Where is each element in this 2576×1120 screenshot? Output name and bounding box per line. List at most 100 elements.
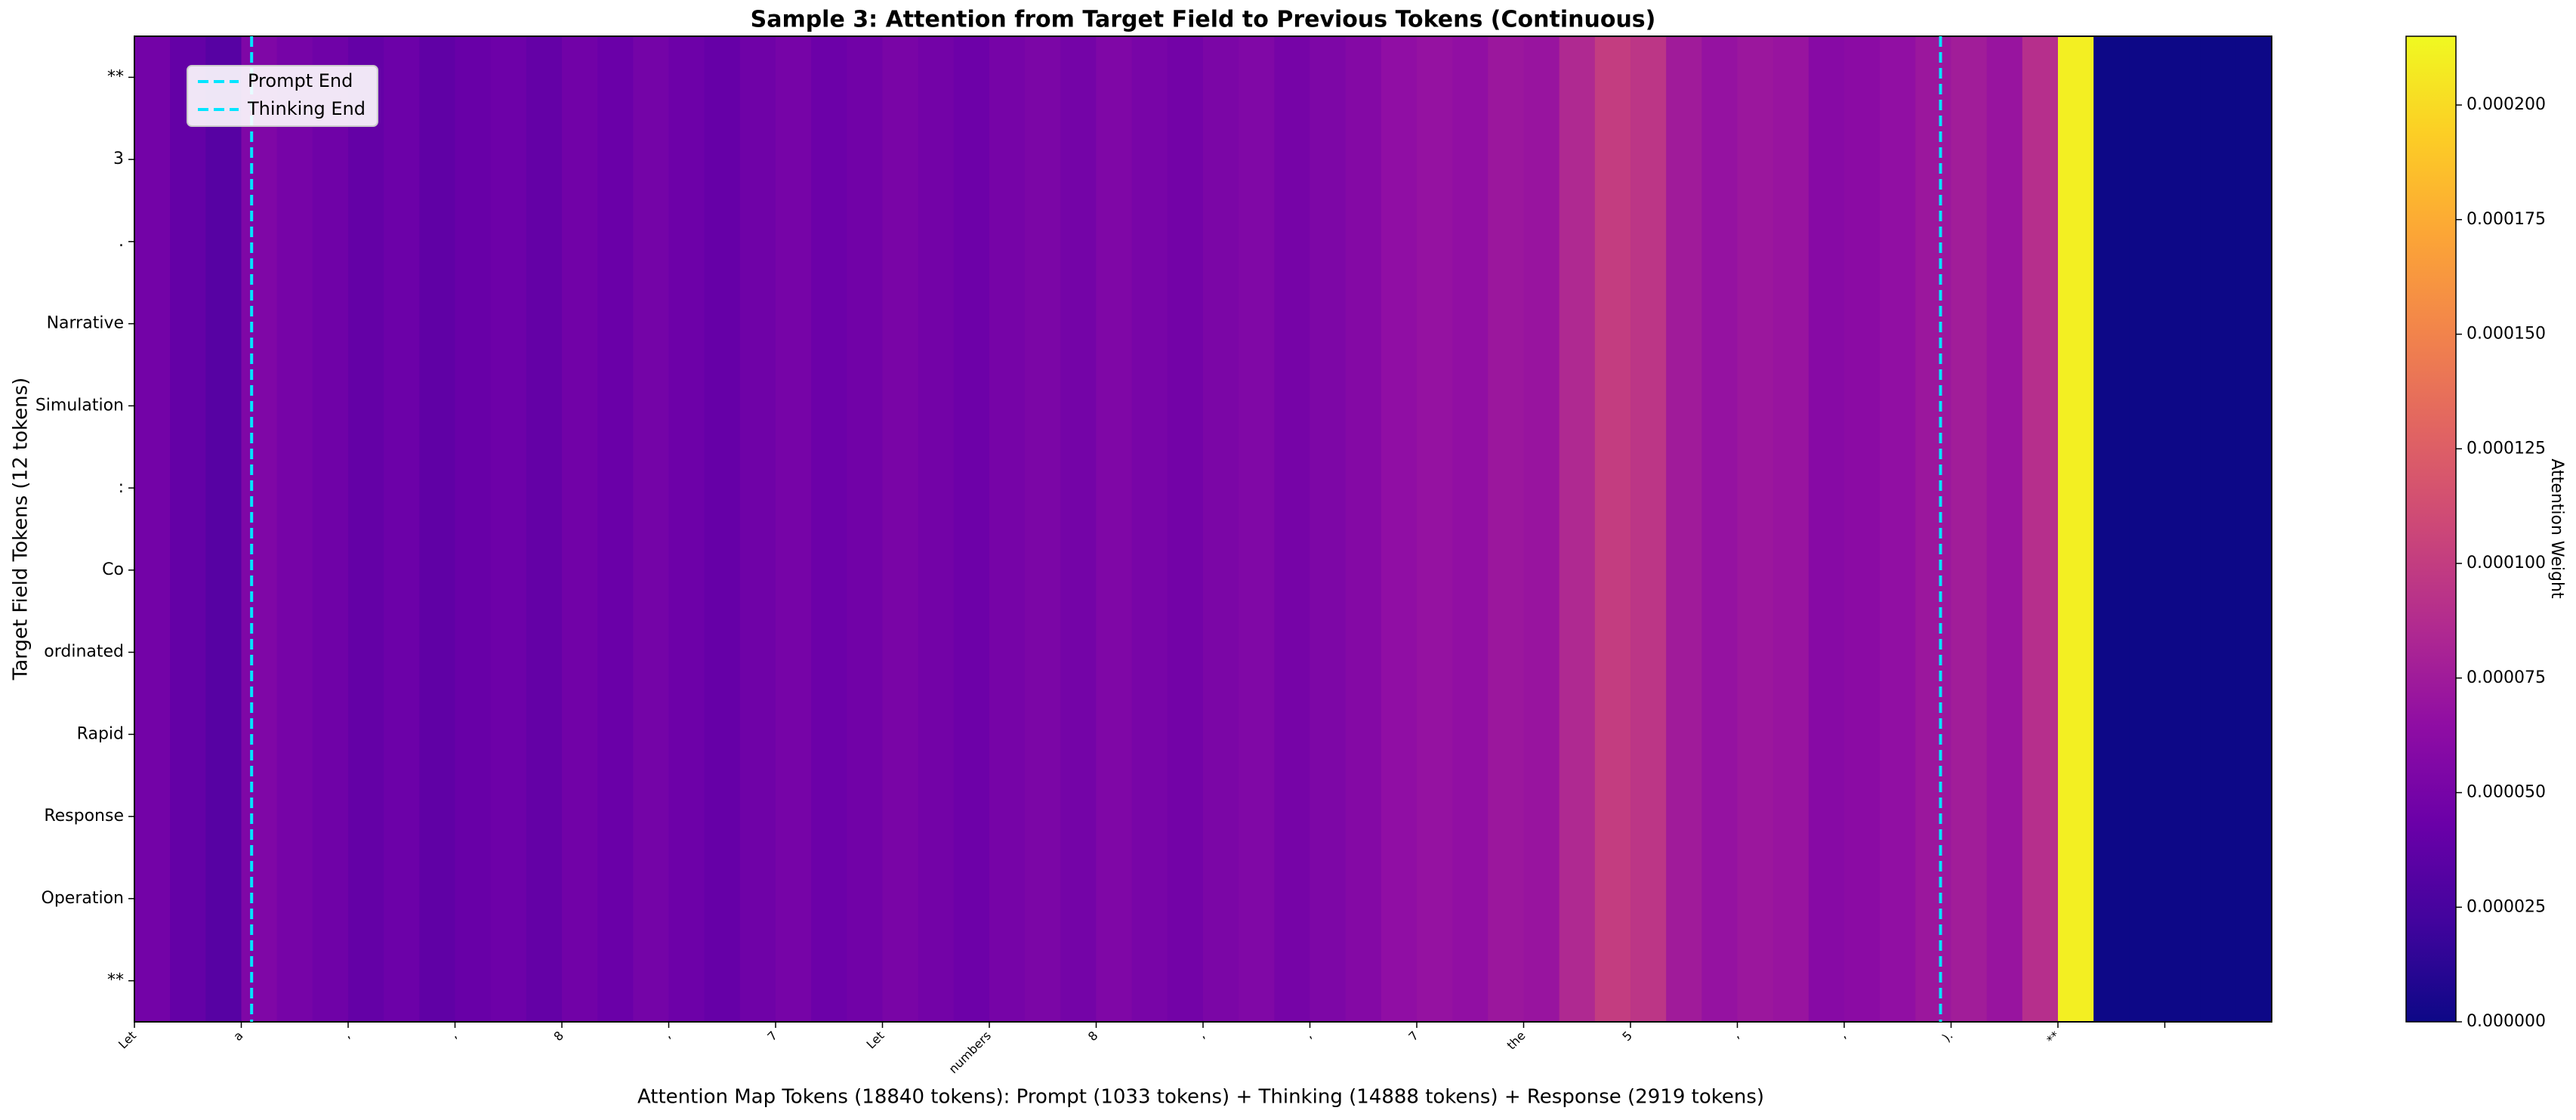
heat-column xyxy=(1701,36,1738,1022)
x-tick-label: ). xyxy=(1939,1029,1955,1044)
heat-column xyxy=(1310,36,1347,1022)
y-tick-label: . xyxy=(119,232,124,251)
heat-column xyxy=(1737,36,1774,1022)
y-tick-label: ** xyxy=(107,971,124,990)
heat-column xyxy=(312,36,349,1022)
colorbar-tick-label: 0.000100 xyxy=(2466,554,2546,572)
x-tick-label: , xyxy=(660,1029,673,1041)
heat-column xyxy=(597,36,634,1022)
heat-column xyxy=(1523,36,1560,1022)
x-tick-label: 8 xyxy=(1085,1029,1101,1044)
y-tick-label: Narrative xyxy=(47,314,124,333)
heat-column xyxy=(2164,36,2201,1022)
y-tick-label: : xyxy=(119,478,124,497)
legend: Prompt End Thinking End xyxy=(187,65,378,127)
legend-label: Thinking End xyxy=(247,98,366,119)
y-tick-label: ordinated xyxy=(44,643,124,662)
heat-column xyxy=(776,36,812,1022)
heat-column xyxy=(2129,36,2165,1022)
heat-column xyxy=(989,36,1026,1022)
x-tick-label: , xyxy=(446,1029,459,1041)
x-tick-label: 8 xyxy=(551,1029,566,1044)
colorbar-tick-label: 0.000000 xyxy=(2466,1012,2546,1031)
heat-column xyxy=(1096,36,1133,1022)
x-tick-label: , xyxy=(1729,1029,1741,1041)
y-tick-label: ** xyxy=(107,67,124,86)
y-tick-label: Rapid xyxy=(77,724,124,743)
y-tick-label: Simulation xyxy=(35,396,124,415)
heat-column xyxy=(276,36,313,1022)
heat-column xyxy=(1594,36,1631,1022)
heat-column xyxy=(2200,36,2237,1022)
heat-column xyxy=(1131,36,1168,1022)
heat-column xyxy=(882,36,919,1022)
heat-column xyxy=(455,36,492,1022)
heat-column xyxy=(704,36,741,1022)
heat-column xyxy=(847,36,883,1022)
colorbar-tick-label: 0.000200 xyxy=(2466,95,2546,114)
y-tick-label: 3 xyxy=(113,150,124,168)
heat-column xyxy=(348,36,384,1022)
heat-column xyxy=(1417,36,1453,1022)
heat-column xyxy=(1452,36,1489,1022)
legend-label: Prompt End xyxy=(248,70,353,91)
x-tick-label: Let xyxy=(864,1029,887,1052)
heat-column xyxy=(2093,36,2130,1022)
x-tick-label: , xyxy=(340,1029,353,1041)
colorbar-label: Attention Weight xyxy=(2547,458,2566,599)
colorbar-tick-label: 0.000150 xyxy=(2466,325,2546,344)
heat-column xyxy=(1239,36,1275,1022)
heat-column xyxy=(2058,36,2094,1022)
heat-column xyxy=(918,36,955,1022)
x-tick-label: the xyxy=(1504,1029,1529,1053)
x-tick-label: 7 xyxy=(764,1029,780,1044)
heat-column xyxy=(1381,36,1418,1022)
heat-column xyxy=(1203,36,1239,1022)
heat-column xyxy=(1772,36,1809,1022)
heat-column xyxy=(170,36,206,1022)
heat-column xyxy=(1666,36,1702,1022)
heat-column xyxy=(205,36,242,1022)
heat-column xyxy=(1274,36,1310,1022)
heat-column xyxy=(384,36,420,1022)
y-tick-label: Operation xyxy=(42,889,124,908)
heat-column xyxy=(2235,36,2272,1022)
x-tick-label: , xyxy=(1301,1029,1314,1041)
heat-column xyxy=(1025,36,1061,1022)
colorbar xyxy=(2405,35,2457,1023)
x-tick-label: a xyxy=(230,1029,245,1044)
heat-column xyxy=(1844,36,1880,1022)
colorbar-tick-label: 0.000125 xyxy=(2466,439,2546,458)
heat-column xyxy=(1986,36,2023,1022)
heat-column xyxy=(419,36,455,1022)
heat-column xyxy=(1559,36,1596,1022)
heat-column xyxy=(1060,36,1097,1022)
heat-column xyxy=(241,36,278,1022)
heat-column xyxy=(490,36,527,1022)
heat-column xyxy=(1880,36,1916,1022)
heat-column xyxy=(668,36,705,1022)
heat-column xyxy=(1345,36,1382,1022)
y-axis-label: Target Field Tokens (12 tokens) xyxy=(10,378,32,681)
y-tick-label: Co xyxy=(102,560,124,579)
heat-column xyxy=(953,36,990,1022)
chart-title: Sample 3: Attention from Target Field to… xyxy=(751,7,1656,33)
heat-column xyxy=(811,36,847,1022)
heat-column xyxy=(739,36,776,1022)
x-tick-label: Let xyxy=(116,1029,139,1052)
heat-column xyxy=(526,36,563,1022)
x-tick-label: , xyxy=(1195,1029,1208,1041)
heat-column xyxy=(562,36,598,1022)
colorbar-tick-label: 0.000075 xyxy=(2466,668,2546,687)
heat-column xyxy=(1167,36,1204,1022)
x-axis-label: Attention Map Tokens (18840 tokens): Pro… xyxy=(637,1086,1764,1109)
heat-column xyxy=(633,36,669,1022)
heat-column xyxy=(2022,36,2059,1022)
colorbar-tick-label: 0.000050 xyxy=(2466,783,2546,802)
heat-column xyxy=(1915,36,1951,1022)
colorbar-tick-label: 0.000025 xyxy=(2466,897,2546,916)
x-tick-label: ** xyxy=(2044,1029,2062,1047)
colorbar-tick-label: 0.000175 xyxy=(2466,210,2546,229)
